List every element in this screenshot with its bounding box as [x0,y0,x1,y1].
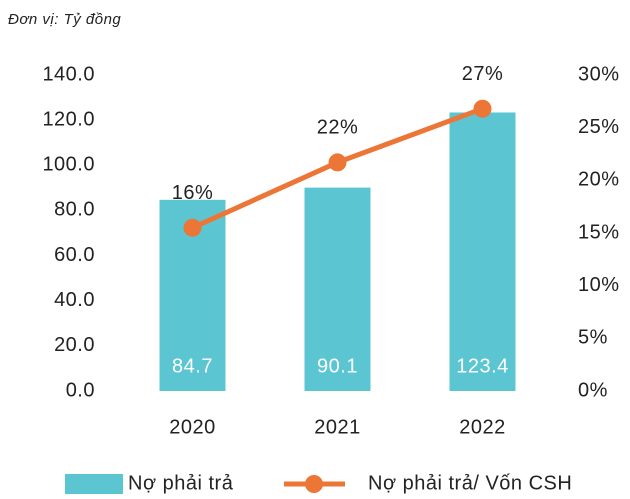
bar [449,112,516,392]
y2-tick-label: 0% [578,379,608,401]
legend-swatch [65,474,123,494]
x-tick-label: 2022 [459,416,506,438]
y-tick-label: 140.0 [42,63,95,85]
y-tick-label: 60.0 [54,244,95,266]
y2-tick-label: 5% [578,327,608,349]
x-tick-label: 2020 [169,416,216,438]
y2-tick-label: 25% [578,116,620,138]
line-marker [473,99,492,118]
y2-tick-label: 30% [578,63,620,85]
y-tick-label: 120.0 [42,108,95,130]
y-tick-label: 20.0 [54,334,95,356]
y2-tick-label: 15% [578,221,620,243]
chart-subtitle: Đơn vị: Tỷ đồng [8,11,121,28]
line-value-label: 22% [317,117,359,139]
bar [304,187,371,391]
bar-value-label: 90.1 [317,355,358,377]
line-value-label: 27% [462,63,504,85]
y2-tick-label: 10% [578,274,620,296]
legend-label: Nợ phải trả/ Vốn CSH [368,472,572,494]
y-tick-label: 100.0 [42,154,95,176]
bar-value-label: 123.4 [456,355,509,377]
line-value-label: 16% [172,182,214,204]
y2-tick-label: 20% [578,169,620,191]
legend-marker [305,475,323,493]
x-tick-label: 2021 [314,416,361,438]
line-marker [183,218,202,237]
bar-value-label: 84.7 [172,355,213,377]
y-tick-label: 80.0 [54,199,95,221]
y-tick-label: 0.0 [66,379,95,401]
line-marker [328,153,347,172]
y-tick-label: 40.0 [54,289,95,311]
legend-label: Nợ phải trả [128,472,234,494]
